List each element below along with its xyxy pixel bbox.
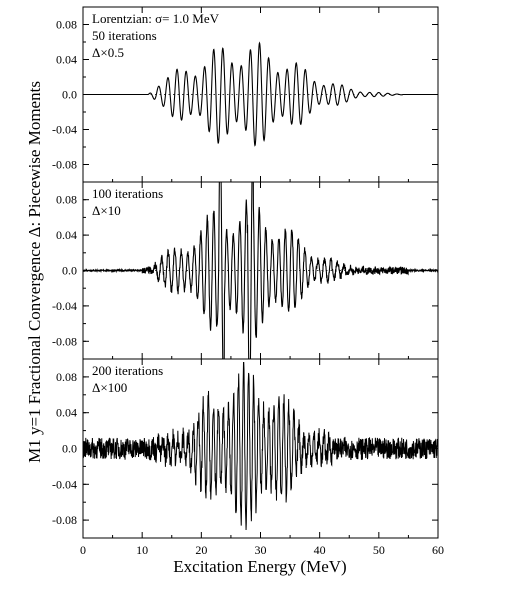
y-tick-label: -0.08 bbox=[52, 513, 77, 527]
panel-annotation: Δ×100 bbox=[92, 380, 127, 395]
y-tick-label: 0.08 bbox=[56, 193, 77, 207]
panel-annotation: 50 iterations bbox=[92, 28, 157, 43]
panel-3: 0.08 0.04 0.0 -0.04 -0.08 200 iterations Δ×100 bbox=[52, 358, 439, 539]
panel-annotation: 200 iterations bbox=[92, 363, 163, 378]
y-tick-label: 0.0 bbox=[62, 264, 77, 278]
y-tick-label: 0.04 bbox=[56, 406, 77, 420]
y-tick-label: -0.08 bbox=[52, 158, 77, 172]
panel-annotation: Δ×10 bbox=[92, 203, 121, 218]
panel-annotation: 100 iterations bbox=[92, 186, 163, 201]
panel-1: 0.08 0.04 0.0 -0.04 -0.08 Lorentzian: σ= 1.0 … bbox=[52, 6, 439, 183]
panel-annotation: Δ×0.5 bbox=[92, 45, 124, 60]
x-tick-label: 10 bbox=[136, 543, 148, 557]
x-axis-tick-labels: 0 10 20 30 40 50 60 bbox=[80, 543, 444, 557]
panel-2: 0.08 0.04 0.0 -0.04 -0.08 100 iterations Δ×10 bbox=[52, 181, 439, 360]
y-tick-label: -0.04 bbox=[52, 299, 77, 313]
chart-panels: 0.08 0.04 0.0 -0.04 -0.08 Lorentzian: σ= 1.0 … bbox=[52, 6, 439, 539]
y-tick-label: 0.08 bbox=[56, 370, 77, 384]
y-tick-label: 0.0 bbox=[62, 88, 77, 102]
y-tick-label: 0.04 bbox=[56, 228, 77, 242]
panel-annotation: Lorentzian: σ= 1.0 MeV bbox=[92, 11, 220, 26]
x-tick-label: 0 bbox=[80, 543, 86, 557]
y-tick-label: -0.04 bbox=[52, 477, 77, 491]
y-tick-label: 0.08 bbox=[56, 18, 77, 32]
series-line bbox=[83, 362, 438, 530]
y-tick-label: -0.08 bbox=[52, 334, 77, 348]
y-axis-label: M1 y=1 Fractional Convergence Δ: Piecewi… bbox=[25, 81, 44, 463]
y-tick-label: 0.0 bbox=[62, 442, 77, 456]
series-line bbox=[83, 41, 438, 147]
y-tick-label: 0.04 bbox=[56, 53, 77, 67]
x-tick-label: 20 bbox=[195, 543, 207, 557]
x-axis-label: Excitation Energy (MeV) bbox=[173, 557, 346, 576]
x-tick-label: 50 bbox=[373, 543, 385, 557]
x-tick-label: 40 bbox=[314, 543, 326, 557]
x-tick-label: 30 bbox=[255, 543, 267, 557]
y-tick-label: -0.04 bbox=[52, 123, 77, 137]
x-tick-label: 60 bbox=[432, 543, 444, 557]
series-line bbox=[83, 182, 438, 359]
